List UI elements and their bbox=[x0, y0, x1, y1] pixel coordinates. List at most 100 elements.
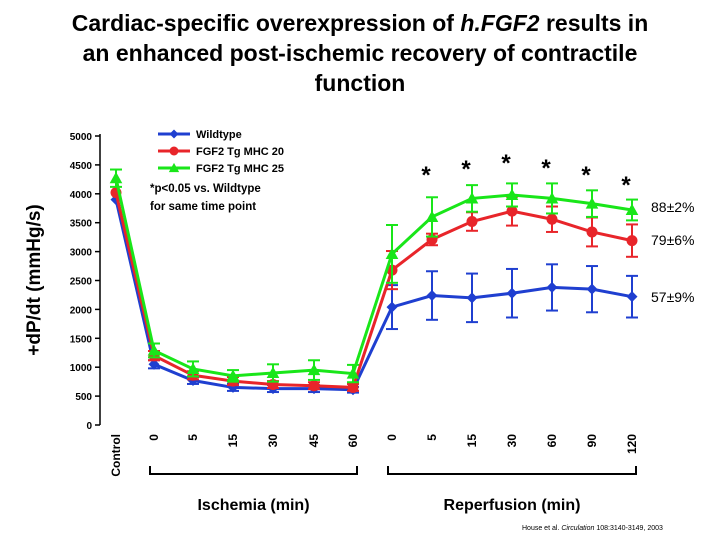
x-tick-label: 60 bbox=[545, 434, 559, 448]
recovery-annotations: 88±2% 79±6% 57±9% bbox=[651, 199, 695, 305]
triangle-marker bbox=[168, 162, 180, 173]
triangle-marker bbox=[109, 171, 123, 184]
title-line-3: function bbox=[314, 70, 406, 96]
series-wildtype bbox=[110, 194, 638, 396]
series-line bbox=[114, 192, 633, 389]
legend-note: for same time point bbox=[150, 201, 256, 213]
legend-label: FGF2 Tg MHC 20 bbox=[196, 146, 284, 158]
y-tick-label: 1000 bbox=[70, 363, 93, 374]
significance-star: * bbox=[421, 162, 431, 189]
x-tick-label: 5 bbox=[186, 434, 200, 441]
x-tick-label: 0 bbox=[385, 434, 399, 441]
series-fgf2-tg-mhc-25 bbox=[109, 168, 639, 384]
diamond-marker bbox=[506, 287, 518, 299]
citation-details: 108:3140-3149, 2003 bbox=[594, 525, 663, 532]
series-line bbox=[114, 199, 633, 392]
circle-marker bbox=[626, 235, 638, 247]
triangle-marker bbox=[226, 369, 240, 381]
group-bracket bbox=[149, 466, 358, 475]
recovery-annotation: 57±9% bbox=[651, 289, 695, 305]
x-tick-labels: Control 0 5 15 30 45 60 0 5 15 30 60 90 120 bbox=[109, 434, 639, 477]
significance-star: * bbox=[501, 150, 511, 177]
group-label: Ischemia (min) bbox=[197, 497, 309, 514]
circle-marker bbox=[466, 216, 478, 228]
triangle-marker bbox=[147, 344, 161, 356]
y-axis-label: +dP/dt (mmHg/s) bbox=[24, 204, 45, 355]
circle-marker bbox=[308, 380, 320, 392]
y-tick-label: 0 bbox=[86, 421, 92, 432]
triangle-marker bbox=[307, 363, 321, 376]
triangle-marker bbox=[625, 203, 639, 216]
x-tick-label: Control bbox=[109, 434, 123, 477]
y-axis-ticks: 0 500 1000 1500 2000 2500 3000 3500 4000 4500 5000 bbox=[70, 132, 100, 432]
y-tick-label: 3000 bbox=[70, 248, 93, 259]
triangle-marker bbox=[545, 192, 559, 204]
x-tick-label: 5 bbox=[425, 434, 439, 441]
data-series bbox=[109, 168, 639, 396]
diamond-marker bbox=[386, 301, 398, 313]
diamond-marker bbox=[586, 283, 598, 295]
y-tick-label: 3500 bbox=[70, 219, 93, 230]
legend-item: Wildtype bbox=[158, 129, 242, 141]
x-tick-label: 0 bbox=[147, 434, 161, 441]
diamond-marker bbox=[426, 290, 438, 302]
legend-item: FGF2 Tg MHC 20 bbox=[158, 146, 284, 158]
y-tick-label: 4500 bbox=[70, 161, 93, 172]
legend-item: FGF2 Tg MHC 25 bbox=[158, 162, 284, 175]
x-tick-label: 15 bbox=[465, 434, 479, 448]
title-line-2: an enhanced post-ischemic recovery of co… bbox=[82, 40, 638, 66]
legend: Wildtype FGF2 Tg MHC 20 FGF2 Tg MHC 25 *p<0… bbox=[150, 129, 284, 213]
group-label: Reperfusion (min) bbox=[444, 497, 581, 514]
y-tick-label: 1500 bbox=[70, 334, 93, 345]
significance-star: * bbox=[541, 155, 551, 182]
title-line-1: Cardiac-specific overexpression of h.FGF… bbox=[0, 8, 720, 38]
triangle-marker bbox=[186, 362, 200, 374]
significance-star: * bbox=[461, 156, 471, 183]
triangle-marker bbox=[266, 366, 280, 379]
x-tick-label: 30 bbox=[505, 434, 519, 448]
significance-star: * bbox=[621, 172, 631, 199]
significance-star: * bbox=[581, 162, 591, 189]
citation-authors: House et al. bbox=[522, 525, 561, 532]
y-tick-label: 500 bbox=[75, 392, 92, 403]
legend-label: Wildtype bbox=[196, 129, 242, 141]
circle-marker bbox=[586, 226, 598, 238]
triangle-marker bbox=[425, 210, 439, 222]
x-tick-label: 45 bbox=[307, 434, 321, 448]
recovery-annotation: 79±6% bbox=[651, 232, 695, 248]
y-tick-label: 2000 bbox=[70, 305, 93, 316]
circle-marker bbox=[506, 205, 518, 217]
x-tick-label: 60 bbox=[346, 434, 360, 448]
circle-marker bbox=[546, 213, 558, 225]
x-tick-label: 30 bbox=[266, 434, 280, 448]
diamond-marker bbox=[626, 291, 638, 303]
title-line-1-post: results in bbox=[539, 10, 649, 36]
citation-journal: Circulation bbox=[561, 525, 594, 532]
diamond-marker bbox=[169, 129, 179, 139]
legend-label: FGF2 Tg MHC 25 bbox=[196, 163, 284, 175]
triangle-marker bbox=[505, 188, 519, 201]
recovery-annotation: 88±2% bbox=[651, 199, 695, 215]
legend-note: *p<0.05 vs. Wildtype bbox=[150, 183, 261, 195]
title-gene-name: h.FGF2 bbox=[460, 10, 540, 36]
x-tick-label: 120 bbox=[625, 434, 639, 454]
series-line bbox=[114, 177, 633, 378]
x-tick-label: 90 bbox=[585, 434, 599, 448]
significance-stars: * * * * * * bbox=[421, 150, 631, 199]
x-group-brackets: Ischemia (min) Reperfusion (min) bbox=[149, 466, 637, 514]
diamond-marker bbox=[546, 281, 558, 293]
circle-marker bbox=[347, 381, 359, 393]
triangle-marker bbox=[465, 192, 479, 204]
y-tick-label: 4000 bbox=[70, 190, 93, 201]
group-bracket bbox=[387, 466, 637, 475]
diamond-marker bbox=[466, 292, 478, 304]
y-tick-label: 2500 bbox=[70, 277, 93, 288]
triangle-marker bbox=[585, 197, 599, 209]
triangle-marker bbox=[385, 247, 399, 259]
triangle-marker bbox=[346, 367, 360, 379]
y-tick-label: 5000 bbox=[70, 132, 93, 143]
title-line-1-pre: Cardiac-specific overexpression of bbox=[71, 10, 461, 36]
x-tick-label: 15 bbox=[226, 434, 240, 448]
circle-marker bbox=[169, 146, 179, 156]
